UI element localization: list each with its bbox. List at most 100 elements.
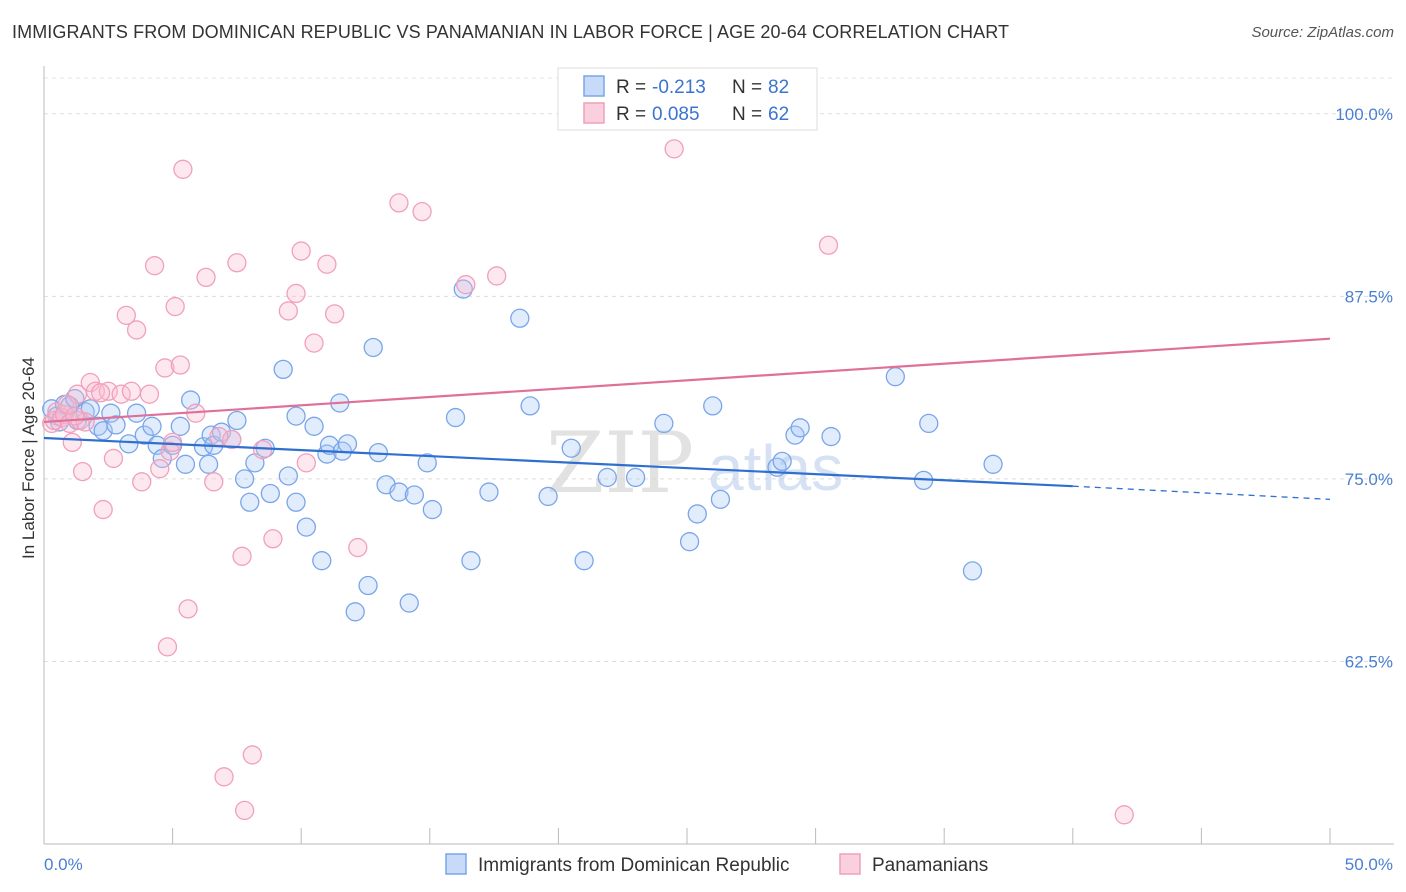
data-point bbox=[162, 432, 183, 453]
stats-legend: R = -0.213 N = 82 R = 0.085 N = 62 bbox=[557, 67, 818, 131]
series-0-points bbox=[42, 279, 1003, 622]
data-point bbox=[561, 438, 581, 458]
legend-n-label-dominican: N = bbox=[732, 77, 762, 98]
legend-n-label-panamanian: N = bbox=[732, 104, 762, 125]
data-point bbox=[263, 529, 283, 549]
data-point bbox=[198, 454, 219, 474]
bottom-legend-label-dominican: Immigrants from Dominican Republic bbox=[478, 855, 790, 876]
data-point bbox=[538, 486, 558, 507]
data-point bbox=[227, 253, 247, 273]
data-point bbox=[106, 415, 126, 435]
data-point bbox=[983, 454, 1003, 474]
y-tick-label: 87.5% bbox=[1345, 287, 1393, 306]
tick-labels: 62.5% 75.0% 87.5% 100.0% 0.0% 50.0% bbox=[44, 105, 1393, 874]
legend-swatch-panamanian bbox=[583, 102, 605, 124]
trend-line-1 bbox=[43, 337, 1331, 424]
data-point bbox=[196, 267, 216, 288]
data-point bbox=[479, 482, 499, 502]
data-point bbox=[304, 416, 324, 436]
data-point bbox=[348, 537, 368, 558]
data-point bbox=[574, 551, 594, 571]
data-point bbox=[818, 235, 839, 255]
data-point bbox=[126, 320, 147, 340]
data-point bbox=[625, 467, 646, 488]
axes bbox=[43, 66, 1394, 845]
data-point bbox=[345, 602, 365, 622]
data-point bbox=[358, 575, 378, 596]
x-tick-label-max: 50.0% bbox=[1345, 855, 1393, 874]
data-point bbox=[412, 202, 432, 222]
data-point bbox=[165, 296, 185, 317]
data-point bbox=[240, 492, 260, 512]
x-tick-label-min: 0.0% bbox=[44, 855, 83, 874]
data-point bbox=[214, 767, 234, 787]
data-point bbox=[324, 304, 345, 324]
data-point bbox=[116, 305, 136, 325]
data-point bbox=[286, 406, 306, 426]
data-point bbox=[119, 434, 139, 454]
data-point bbox=[252, 440, 273, 460]
data-point bbox=[178, 599, 198, 619]
data-point bbox=[93, 499, 113, 520]
data-point bbox=[389, 193, 409, 213]
data-point bbox=[273, 359, 293, 380]
data-point bbox=[654, 413, 674, 434]
data-point bbox=[175, 454, 196, 474]
data-point bbox=[703, 396, 723, 416]
data-point bbox=[1114, 805, 1134, 825]
gridlines bbox=[44, 77, 1394, 662]
data-point bbox=[65, 406, 85, 426]
data-point bbox=[885, 367, 905, 387]
data-point bbox=[72, 461, 93, 482]
data-point bbox=[170, 416, 190, 436]
data-point bbox=[144, 256, 165, 276]
data-point bbox=[57, 394, 77, 415]
data-point bbox=[139, 384, 160, 404]
data-point bbox=[520, 396, 540, 416]
data-point bbox=[510, 308, 530, 328]
y-tick-label: 75.0% bbox=[1345, 470, 1393, 489]
legend-swatch-dominican bbox=[583, 75, 605, 97]
data-point bbox=[173, 159, 193, 179]
data-point bbox=[772, 451, 792, 472]
data-point bbox=[790, 418, 810, 438]
data-point bbox=[291, 241, 311, 261]
data-point bbox=[260, 483, 280, 504]
data-point bbox=[679, 532, 700, 552]
data-point bbox=[132, 472, 152, 492]
data-point bbox=[286, 492, 306, 512]
data-point bbox=[155, 358, 175, 378]
data-point bbox=[62, 432, 82, 453]
data-point bbox=[664, 139, 684, 159]
data-point bbox=[399, 593, 419, 613]
y-axis-label: In Labor Force | Age 20-64 bbox=[19, 357, 38, 559]
data-point bbox=[126, 403, 147, 423]
data-point bbox=[232, 546, 252, 566]
data-point bbox=[278, 301, 298, 321]
data-point bbox=[103, 448, 124, 469]
data-point bbox=[278, 466, 298, 486]
data-point bbox=[821, 426, 841, 447]
series-legend: Immigrants from Dominican Republic Panam… bbox=[445, 853, 988, 876]
trend-line-extension-0 bbox=[1072, 485, 1331, 501]
data-point bbox=[75, 412, 95, 432]
data-point bbox=[304, 333, 324, 353]
data-point bbox=[286, 283, 306, 304]
chart-source: Source: ZipAtlas.com bbox=[1251, 24, 1394, 41]
data-point bbox=[242, 745, 262, 765]
legend-n-value-panamanian: 62 bbox=[768, 104, 789, 125]
data-point bbox=[296, 453, 316, 473]
data-point bbox=[142, 416, 162, 436]
data-point bbox=[962, 561, 983, 581]
data-point bbox=[296, 517, 316, 537]
data-point bbox=[687, 504, 707, 524]
data-point bbox=[389, 482, 409, 502]
bottom-legend-swatch-panamanian bbox=[839, 853, 861, 875]
data-point bbox=[90, 383, 111, 403]
data-point bbox=[312, 551, 332, 571]
y-tick-label: 62.5% bbox=[1345, 652, 1393, 671]
data-point bbox=[919, 413, 939, 434]
data-point bbox=[227, 410, 247, 431]
trend-lines bbox=[43, 337, 1331, 501]
data-point bbox=[710, 489, 731, 510]
